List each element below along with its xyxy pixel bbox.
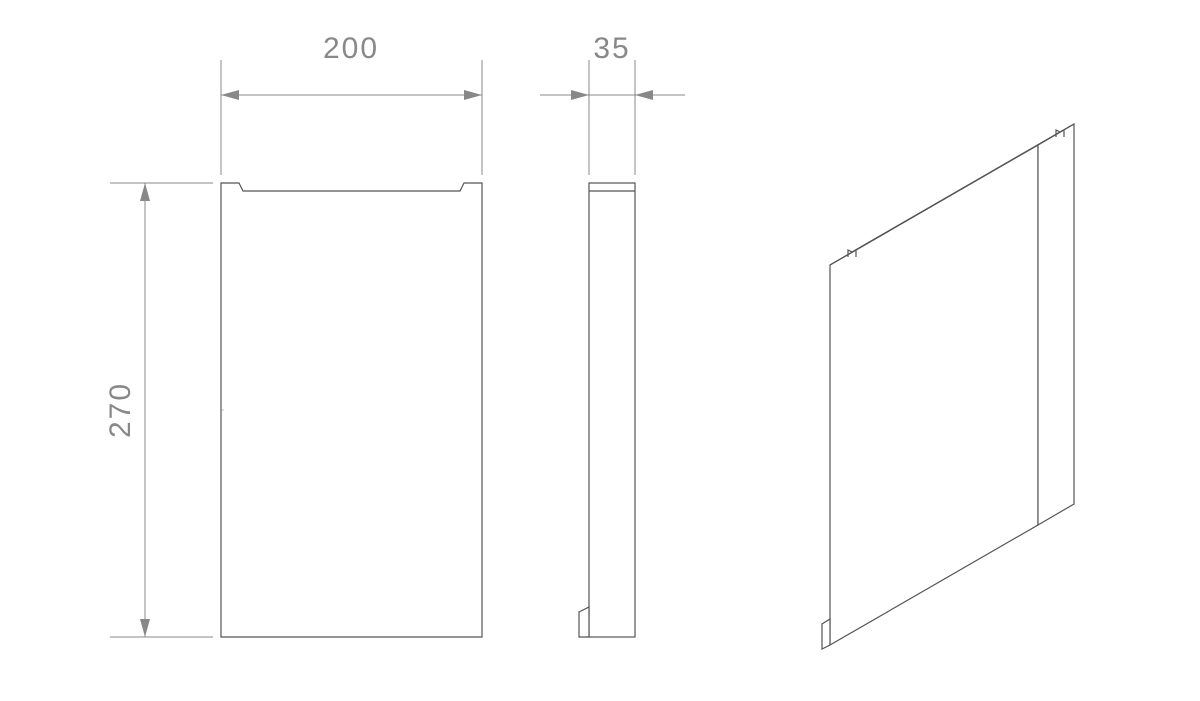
dim-width-label: 200: [323, 32, 379, 65]
isometric-view: [822, 124, 1074, 649]
dim-height: 270: [104, 183, 213, 637]
dim-height-label: 270: [104, 382, 137, 438]
technical-drawing: 200 35 270: [0, 0, 1200, 701]
front-view: [221, 183, 482, 637]
side-view: [579, 183, 635, 637]
dim-width: 200: [221, 32, 482, 175]
dim-depth-label: 35: [593, 32, 630, 65]
dim-depth: 35: [540, 32, 685, 175]
